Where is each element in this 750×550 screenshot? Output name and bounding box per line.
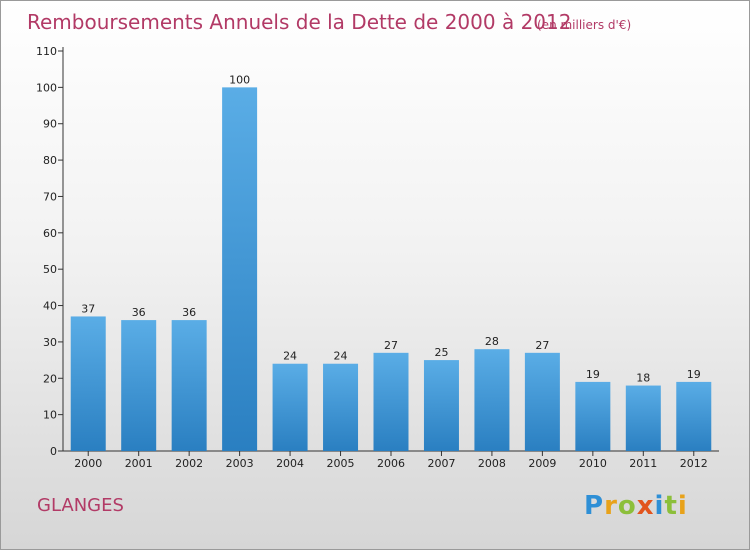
y-tick-label: 10 xyxy=(43,409,57,422)
bar xyxy=(676,381,712,451)
y-tick-label: 0 xyxy=(50,445,57,458)
bar xyxy=(70,316,106,451)
logo-letter: i xyxy=(654,491,665,521)
bar xyxy=(524,352,560,451)
bar xyxy=(423,360,459,451)
data-label: 28 xyxy=(485,335,499,348)
y-tick-label: 20 xyxy=(43,372,57,385)
chart-title: Remboursements Annuels de la Dette de 20… xyxy=(27,10,571,34)
logo-letter: i xyxy=(677,491,688,521)
data-label: 18 xyxy=(636,372,650,385)
x-tick-label: 2000 xyxy=(74,457,102,470)
x-tick-label: 2004 xyxy=(276,457,304,470)
x-tick-label: 2010 xyxy=(579,457,607,470)
chart-subtitle: (en milliers d'€) xyxy=(537,18,631,32)
y-tick-label: 90 xyxy=(43,118,57,131)
bar xyxy=(474,349,510,451)
logo-letter: o xyxy=(617,491,637,521)
bar xyxy=(222,87,258,451)
y-tick-label: 110 xyxy=(36,45,57,58)
y-tick-label: 60 xyxy=(43,227,57,240)
data-label: 100 xyxy=(229,73,250,86)
y-tick-label: 100 xyxy=(36,81,57,94)
y-tick-label: 30 xyxy=(43,336,57,349)
y-tick-label: 70 xyxy=(43,190,57,203)
data-label: 27 xyxy=(535,339,549,352)
bars: 37 36 36 100 24 24 27 25 28 27 19 18 19 xyxy=(70,73,712,451)
bar xyxy=(323,363,359,451)
logo-letter: t xyxy=(664,491,678,521)
logo-letter: r xyxy=(604,491,618,521)
bar xyxy=(121,320,157,451)
x-tick-label: 2007 xyxy=(427,457,455,470)
logo-letter: x xyxy=(636,491,655,521)
y-tick-label: 80 xyxy=(43,154,57,167)
bar xyxy=(272,363,308,451)
proxiti-logo: Proxiti xyxy=(584,491,688,521)
data-label: 24 xyxy=(283,350,297,363)
data-label: 36 xyxy=(132,306,146,319)
x-tick-label: 2003 xyxy=(226,457,254,470)
data-label: 36 xyxy=(182,306,196,319)
data-label: 37 xyxy=(81,302,95,315)
axes: 0 10 20 30 40 50 60 70 80 90 100 110 2000 2001 2002 200… xyxy=(36,45,719,470)
data-label: 19 xyxy=(687,368,701,381)
x-tick-label: 2005 xyxy=(327,457,355,470)
y-tick-label: 50 xyxy=(43,263,57,276)
y-tick-label: 40 xyxy=(43,300,57,313)
logo-letter: P xyxy=(584,491,605,521)
bar xyxy=(171,320,207,451)
data-label: 25 xyxy=(434,346,448,359)
x-tick-label: 2011 xyxy=(629,457,657,470)
x-tick-label: 2002 xyxy=(175,457,203,470)
bar xyxy=(575,381,611,451)
data-label: 19 xyxy=(586,368,600,381)
data-label: 24 xyxy=(334,350,348,363)
data-label: 27 xyxy=(384,339,398,352)
bar xyxy=(625,385,661,451)
x-tick-label: 2001 xyxy=(125,457,153,470)
commune-name: GLANGES xyxy=(37,495,124,516)
bar xyxy=(373,352,409,451)
x-tick-label: 2009 xyxy=(528,457,556,470)
x-tick-label: 2012 xyxy=(680,457,708,470)
x-tick-label: 2008 xyxy=(478,457,506,470)
x-tick-label: 2006 xyxy=(377,457,405,470)
